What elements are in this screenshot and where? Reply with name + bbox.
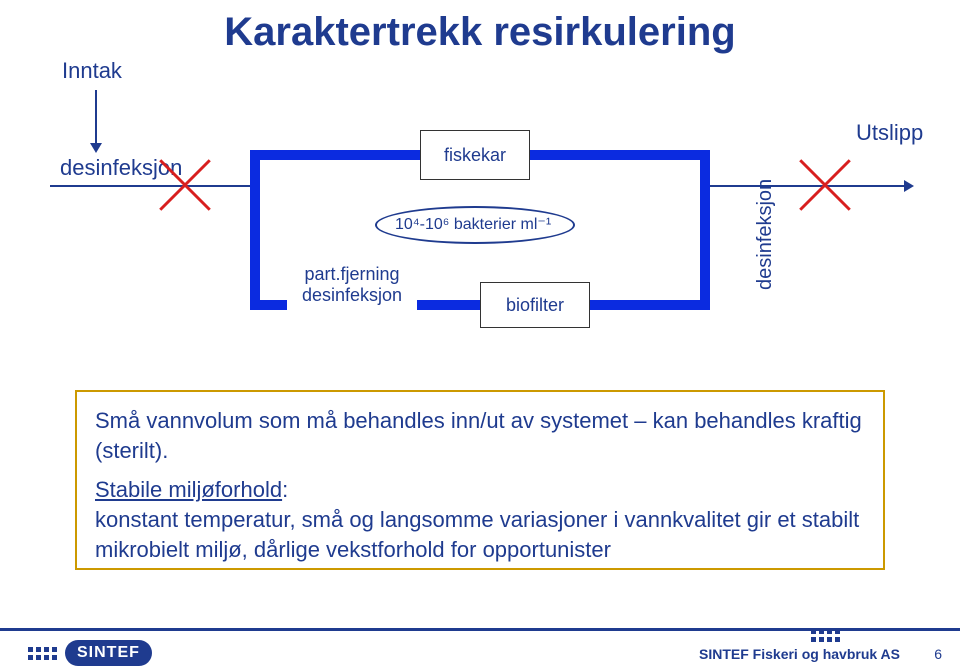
info-line1: Små vannvolum som må behandles inn/ut av…	[95, 406, 865, 465]
sintef-logo: SINTEF	[28, 640, 152, 666]
part-fjerning-label: part.fjerning desinfeksjon	[287, 259, 417, 311]
sintef-badge: SINTEF	[65, 640, 152, 666]
biofilter-label: biofilter	[506, 295, 564, 316]
dots-left-icon	[28, 647, 57, 660]
inntak-arrow-icon	[95, 90, 97, 145]
biofilter-box: biofilter	[480, 282, 590, 328]
loop-right	[700, 150, 710, 310]
slide-title: Karaktertrekk resirkulering	[0, 10, 960, 55]
slide: Karaktertrekk resirkulering Inntak desin…	[0, 0, 960, 672]
page-number: 6	[934, 646, 942, 662]
loop-left	[250, 150, 260, 310]
info-line3: konstant temperatur, små og langsomme va…	[95, 505, 865, 564]
fiskekar-label: fiskekar	[444, 145, 506, 166]
info-textbox: Små vannvolum som må behandles inn/ut av…	[75, 390, 885, 570]
cross-left-icon	[150, 150, 220, 220]
info-colon: :	[282, 477, 288, 502]
inntak-label: Inntak	[62, 58, 122, 84]
info-line2: Stabile miljøforhold:	[95, 475, 865, 505]
info-underline: Stabile miljøforhold	[95, 477, 282, 502]
bakterier-label: 10⁴-10⁶ bakterier ml⁻¹	[395, 214, 551, 234]
utslipp-label: Utslipp	[856, 120, 923, 146]
fiskekar-box: fiskekar	[420, 130, 530, 180]
cross-right-icon	[790, 150, 860, 220]
footer-org: SINTEF Fiskeri og havbruk AS	[699, 646, 900, 662]
dots-right-icon	[811, 629, 840, 642]
info-line1a: Små vannvolum som må behandles inn/ut av…	[95, 408, 796, 433]
footer: SINTEF SINTEF Fiskeri og havbruk AS 6	[0, 628, 960, 672]
desinfeksjon-right-label: desinfeksjon	[754, 179, 777, 290]
